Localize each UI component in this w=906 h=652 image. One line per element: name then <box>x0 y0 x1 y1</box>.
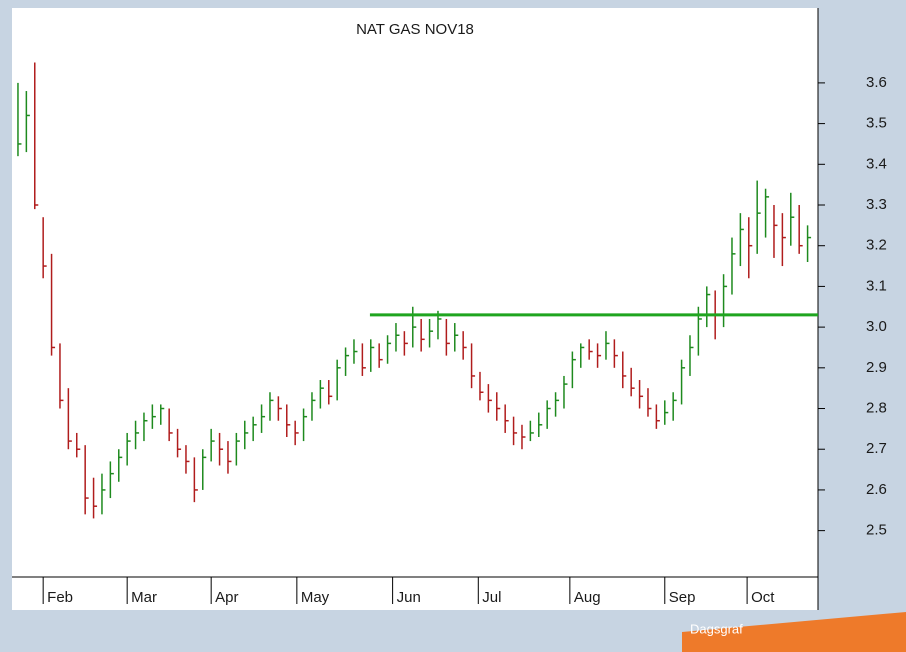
y-tick-label: 3.2 <box>866 237 887 254</box>
x-tick-label: Apr <box>215 589 238 606</box>
x-tick-label: Oct <box>751 589 775 606</box>
y-tick-label: 3.4 <box>866 155 887 172</box>
y-tick-label: 2.7 <box>866 440 887 457</box>
x-tick-label: Jun <box>397 589 421 606</box>
x-tick-label: Aug <box>574 589 601 606</box>
plot-panel <box>12 8 818 610</box>
y-tick-label: 2.5 <box>866 522 887 539</box>
x-tick-label: Mar <box>131 589 157 606</box>
x-tick-label: Sep <box>669 589 696 606</box>
y-tick-label: 2.8 <box>866 399 887 416</box>
x-tick-label: Feb <box>47 589 73 606</box>
badge-bg <box>682 612 906 652</box>
y-tick-label: 3.6 <box>866 74 887 91</box>
y-tick-label: 2.9 <box>866 359 887 376</box>
y-tick-label: 2.6 <box>866 481 887 498</box>
x-tick-label: Jul <box>482 589 501 606</box>
y-tick-label: 3.0 <box>866 318 887 335</box>
y-tick-label: 3.5 <box>866 115 887 132</box>
chart-title: NAT GAS NOV18 <box>356 21 474 38</box>
y-tick-label: 3.1 <box>866 277 887 294</box>
badge: Dagsgraf <box>690 621 743 636</box>
x-tick-label: May <box>301 589 330 606</box>
y-tick-label: 3.3 <box>866 196 887 213</box>
